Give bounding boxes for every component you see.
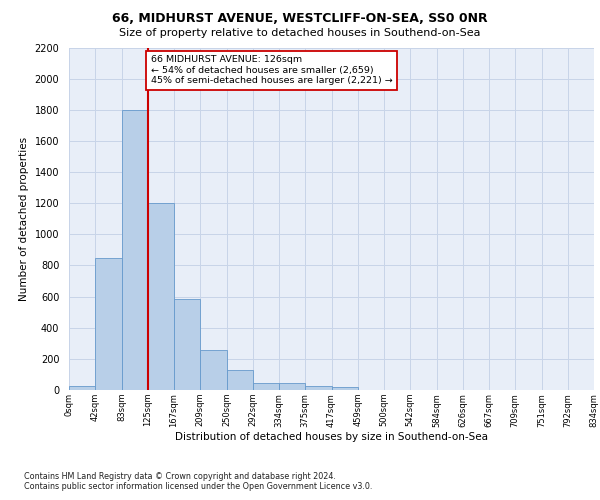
Bar <box>253 383 279 390</box>
Bar <box>227 370 253 390</box>
Y-axis label: Number of detached properties: Number of detached properties <box>19 136 29 301</box>
Bar <box>279 383 305 390</box>
Bar <box>95 258 121 390</box>
Text: 66, MIDHURST AVENUE, WESTCLIFF-ON-SEA, SS0 0NR: 66, MIDHURST AVENUE, WESTCLIFF-ON-SEA, S… <box>112 12 488 24</box>
Bar <box>121 110 148 390</box>
Text: Size of property relative to detached houses in Southend-on-Sea: Size of property relative to detached ho… <box>119 28 481 38</box>
Bar <box>331 387 358 390</box>
Bar <box>174 299 200 390</box>
Bar <box>148 203 174 390</box>
Text: 66 MIDHURST AVENUE: 126sqm
← 54% of detached houses are smaller (2,659)
45% of s: 66 MIDHURST AVENUE: 126sqm ← 54% of deta… <box>151 56 392 85</box>
Text: Contains HM Land Registry data © Crown copyright and database right 2024.
Contai: Contains HM Land Registry data © Crown c… <box>24 472 373 491</box>
Bar <box>200 350 227 390</box>
Bar <box>305 386 331 390</box>
X-axis label: Distribution of detached houses by size in Southend-on-Sea: Distribution of detached houses by size … <box>175 432 488 442</box>
Bar <box>69 386 95 390</box>
